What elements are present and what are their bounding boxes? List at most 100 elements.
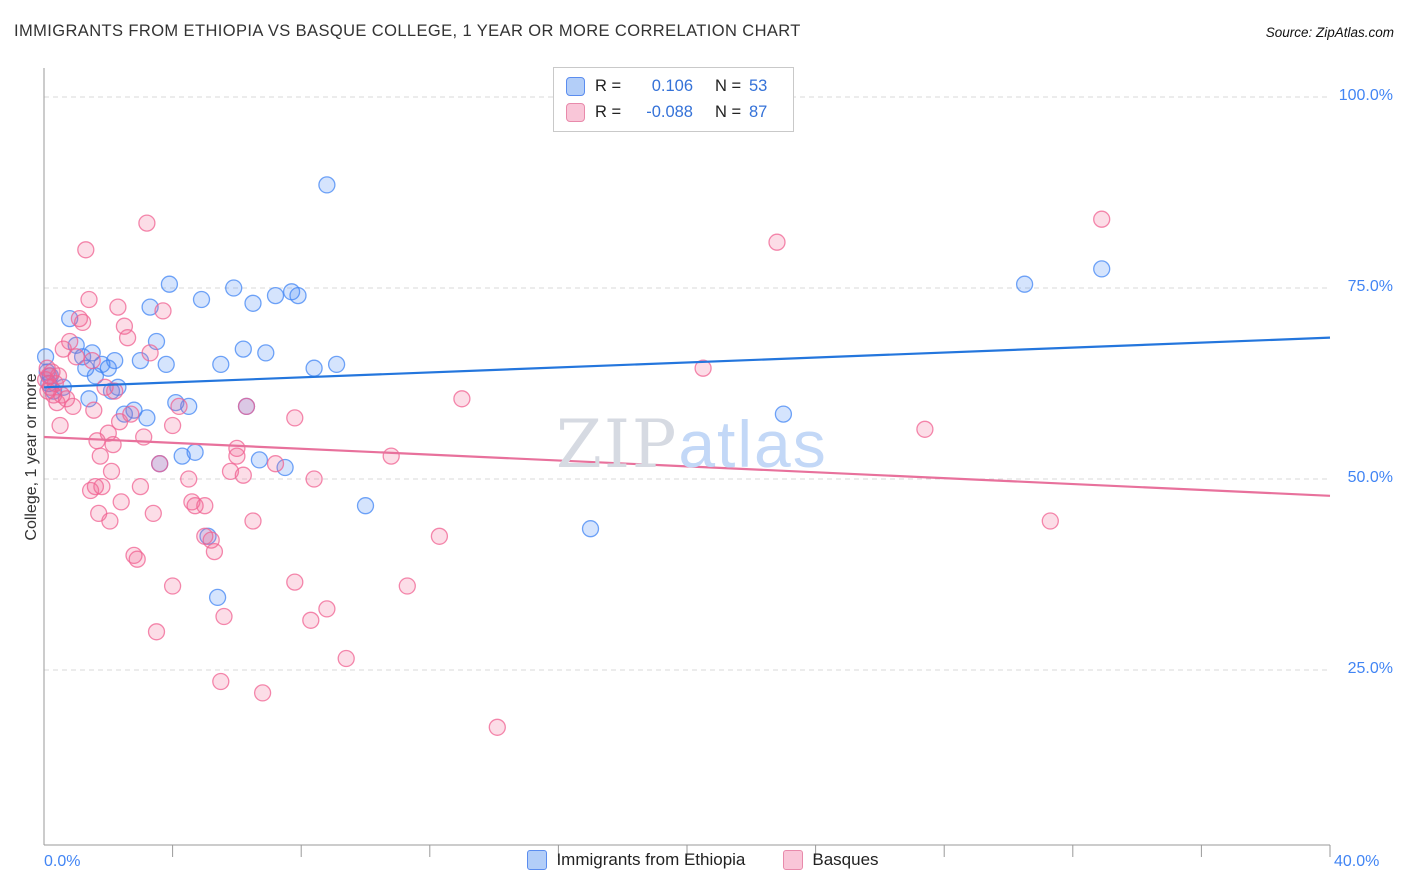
scatter-point-basques (228, 447, 246, 465)
y-tick-label-50: 50.0% (1347, 469, 1393, 486)
scatter-point-ethiopia (257, 344, 275, 362)
scatter-point-basques (151, 455, 169, 473)
scatter-point-ethiopia (581, 520, 600, 538)
scatter-point-basques (64, 397, 82, 416)
trend-line (43, 336, 1331, 389)
blue-series-swatch (566, 77, 585, 96)
scatter-point-basques (154, 302, 172, 320)
scatter-point-basques (138, 214, 156, 232)
correlation-legend: R = 0.106 N = 53 R = -0.088 N = 87 (553, 67, 794, 132)
bottom-legend-label-ethiopia: Immigrants from Ethiopia (556, 850, 746, 869)
scatter-point-basques (83, 351, 101, 370)
scatter-point-basques (215, 607, 233, 626)
scatter-point-basques (73, 313, 92, 332)
n-value-blue: 53 (749, 77, 768, 95)
page-title: IMMIGRANTS FROM ETHIOPIA VS BASQUE COLLE… (14, 22, 801, 40)
scatter-point-ethiopia (138, 409, 156, 427)
scatter-point-basques (131, 477, 150, 496)
scatter-point-ethiopia (318, 176, 336, 194)
r-label: R = (595, 77, 622, 95)
scatter-point-basques (144, 504, 162, 523)
scatter-point-basques (212, 672, 230, 691)
y-axis-title: College, 1 year or more (23, 373, 40, 541)
scatter-point-basques (122, 405, 140, 423)
scatter-point-basques (163, 416, 182, 435)
scatter-point-basques (112, 493, 130, 511)
scatter-point-basques (430, 527, 449, 545)
scatter-point-basques (51, 416, 69, 435)
scatter-point-basques (1093, 210, 1111, 228)
n-value-pink: 87 (749, 103, 768, 121)
r-value-pink: -0.088 (646, 103, 693, 121)
scatter-point-basques (382, 447, 400, 465)
y-tick-label-25: 25.0% (1347, 660, 1393, 677)
scatter-point-ethiopia (180, 397, 198, 416)
bottom-legend-item-basques: Basques (783, 850, 879, 870)
scatter-point-basques (85, 401, 103, 419)
n-label: N = (715, 77, 742, 95)
scatter-point-basques (61, 332, 79, 351)
scatter-point-basques (147, 623, 166, 641)
scatter-point-ethiopia (305, 359, 323, 377)
scatter-point-basques (398, 577, 416, 595)
scatter-point-basques (253, 684, 272, 702)
scatter-point-basques (102, 462, 121, 481)
scatter-point-ethiopia (327, 355, 346, 374)
x-axis-min-label: 0.0% (44, 853, 81, 870)
y-tick-label-100: 100.0% (1338, 87, 1393, 104)
blue-series-swatch (527, 850, 548, 870)
scatter-point-ethiopia (212, 355, 230, 374)
scatter-point-basques (302, 611, 320, 629)
scatter-point-basques (234, 466, 252, 484)
x-axis-max-label: 40.0% (1334, 853, 1380, 870)
watermark-zip: ZIP (556, 406, 679, 483)
n-label: N = (715, 103, 742, 121)
scatter-point-basques (768, 233, 786, 251)
legend-row-basques: R = -0.088 N = 87 (566, 103, 779, 122)
scatter-point-basques (196, 497, 214, 515)
scatter-point-ethiopia (289, 286, 307, 305)
scatter-point-basques (128, 550, 146, 568)
scatter-point-ethiopia (173, 447, 191, 465)
y-tick-label-75: 75.0% (1347, 278, 1393, 295)
scatter-point-basques (221, 462, 240, 481)
scatter-point-basques (77, 241, 95, 259)
r-label: R = (595, 103, 622, 121)
scatter-point-basques (96, 378, 114, 396)
scatter-point-basques (180, 470, 198, 488)
scatter-point-basques (141, 344, 159, 362)
scatter-point-ethiopia (157, 355, 175, 374)
scatter-point-basques (86, 477, 105, 496)
scatter-point-ethiopia (234, 340, 252, 358)
scatter-point-basques (286, 573, 304, 591)
scatter-point-basques (916, 420, 934, 438)
scatter-point-ethiopia (266, 286, 285, 305)
scatter-point-basques (170, 397, 188, 416)
scatter-point-ethiopia (276, 458, 294, 477)
scatter-point-basques (305, 470, 323, 488)
scatter-point-basques (49, 367, 68, 385)
scatter-point-basques (67, 348, 85, 366)
scatter-point-basques (163, 577, 182, 595)
scatter-point-basques (101, 512, 119, 530)
pink-series-swatch (566, 103, 585, 122)
scatter-point-ethiopia (160, 275, 179, 293)
scatter-point-ethiopia (106, 351, 124, 370)
scatter-point-basques (453, 390, 471, 408)
scatter-point-basques (1041, 512, 1059, 530)
source-attribution: Source: ZipAtlas.com (1265, 25, 1394, 40)
scatter-point-ethiopia (244, 294, 262, 312)
scatter-point-ethiopia (141, 298, 159, 316)
scatter-point-basques (109, 298, 127, 316)
scatter-point-ethiopia (225, 279, 243, 297)
scatter-point-basques (80, 290, 98, 309)
scatter-point-basques (318, 600, 336, 618)
scatter-point-ethiopia (192, 290, 211, 309)
bottom-legend-label-basques: Basques (812, 850, 879, 869)
scatter-point-basques (186, 497, 204, 515)
scatter-point-basques (93, 477, 111, 496)
scatter-point-ethiopia (208, 588, 227, 607)
scatter-point-ethiopia (250, 451, 269, 469)
